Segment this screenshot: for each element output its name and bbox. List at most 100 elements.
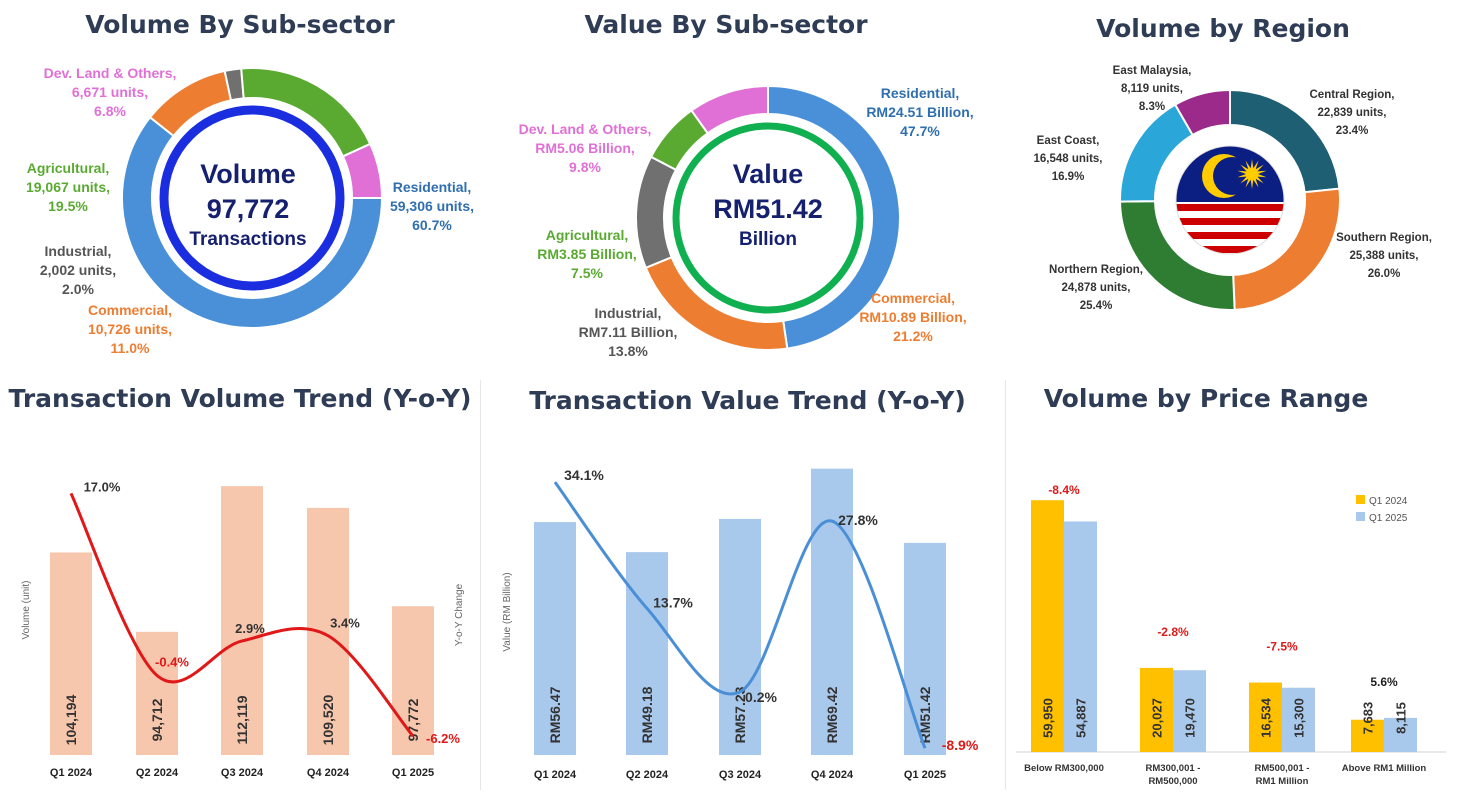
value-subsector-donut-chart: Value RM51.42 Billion Residential, RM24.51 B… (519, 84, 974, 359)
value-yoy-label-0: 34.1% (564, 467, 604, 483)
volume-yoy-label-0: 17.0% (84, 479, 121, 494)
price-bar-s0-0 (1031, 500, 1064, 752)
price-bar-value-s1-1: 19,470 (1183, 698, 1198, 738)
price-change-label-0: -8.4% (1048, 483, 1080, 497)
price-category-0-0: Below RM300,000 (1024, 763, 1104, 774)
volume-subsector-label-3-0: Agricultural, (27, 160, 109, 176)
volume-region-label-2-1: 24,878 units, (1061, 282, 1130, 294)
value-subsector-title: Value By Sub-sector (584, 10, 868, 39)
divider-right (1005, 380, 1006, 790)
value-center-unit: Billion (739, 229, 797, 250)
volume-region-label-1-0: Southern Region, (1336, 232, 1432, 244)
price-bar-value-s1-2: 15,300 (1292, 698, 1307, 738)
legend-swatch-1 (1356, 512, 1365, 521)
value-yoy-label-1: 13.7% (653, 594, 693, 610)
value-bar-value-0: RM56.47 (547, 686, 563, 743)
value-subsector-label-2-1: RM7.11 Billion, (579, 324, 678, 340)
volume-region-label-4-2: 8.3% (1139, 101, 1165, 113)
value-trend-ylabel: Value (RM Billion) (502, 572, 513, 651)
volume-subsector-label-0-2: 60.7% (412, 217, 452, 233)
volume-yoy-label-2: 2.9% (235, 621, 265, 636)
volume-subsector-label-3-2: 19.5% (48, 198, 88, 214)
value-center-value: RM51.42 (713, 194, 823, 224)
volume-region-label-3-2: 16.9% (1052, 171, 1085, 183)
volume-yoy-label-4: -6.2% (426, 731, 460, 746)
volume-bar-value-2: 112,119 (234, 695, 250, 744)
price-change-label-3: 5.6% (1370, 675, 1398, 689)
volume-trend-panel: Transaction Volume Trend (Y-o-Y) Volume … (0, 380, 480, 794)
value-subsector-label-2-0: Industrial, (595, 305, 662, 321)
price-bar-s1-0 (1064, 521, 1097, 752)
price-bar-value-s1-0: 54,887 (1074, 698, 1089, 738)
value-subsector-label-3-2: 7.5% (571, 265, 603, 281)
crescent-mask (1213, 157, 1251, 195)
value-subsector-slice-2 (635, 155, 678, 270)
price-range-panel: Volume by Price Range Y-o-Y Change59,950… (1006, 380, 1466, 794)
value-subsector-label-4-2: 9.8% (569, 159, 601, 175)
volume-bar-value-1: 94,712 (149, 698, 165, 741)
value-bar-value-2: RM57.23 (732, 686, 748, 743)
volume-center-label: Volume (200, 159, 296, 189)
volume-center-ring (159, 105, 345, 291)
volume-trend-chart: Volume (unit) Y-o-Y Change 104,194 Q1 2024 9… (21, 479, 465, 779)
value-yoy-line (553, 481, 927, 749)
volume-region-panel: Volume by Region Central Region, 22,839 u… (1000, 0, 1466, 380)
price-bar-value-s0-0: 59,950 (1041, 698, 1056, 738)
price-bar-s0-1 (1140, 667, 1173, 752)
price-range-title: Volume by Price Range (1043, 384, 1369, 413)
price-bar-value-s0-1: 20,027 (1150, 698, 1165, 738)
volume-subsector-slice-0 (121, 115, 384, 329)
volume-bar-0 (50, 552, 92, 755)
price-bar-value-s1-3: 8,115 (1394, 702, 1409, 734)
price-bar-s0-3 (1351, 719, 1384, 752)
value-trend-chart: Value (RM Billion)Y-o-Y ChangeRM56.47Q1 … (502, 467, 979, 781)
value-yoy-label-4: -8.9% (942, 737, 979, 753)
volume-trend-title: Transaction Volume Trend (Y-o-Y) (8, 384, 472, 413)
value-subsector-label-4-0: Dev. Land & Others, (519, 121, 652, 137)
value-category-2: Q3 2024 (719, 769, 762, 781)
volume-trend-ylabel: Volume (unit) (21, 581, 32, 640)
volume-region-label-3-0: East Coast, (1037, 135, 1100, 147)
star-icon (1237, 159, 1267, 189)
volume-yoy-line (69, 492, 415, 738)
volume-category-3: Q4 2024 (307, 767, 350, 779)
volume-subsector-label-1-1: 10,726 units, (88, 321, 172, 337)
legend-label-1: Q1 2025 (1369, 513, 1408, 524)
value-subsector-label-1-1: RM10.89 Billion, (859, 309, 966, 325)
value-category-3: Q4 2024 (811, 769, 854, 781)
volume-region-label-1-1: 25,388 units, (1349, 250, 1418, 262)
price-category-2-1: RM1 Million (1256, 776, 1309, 787)
flag-stripe (1176, 218, 1284, 225)
value-subsector-label-1-2: 21.2% (893, 328, 933, 344)
price-category-3-0: Above RM1 Million (1342, 763, 1427, 774)
volume-region-label-0-0: Central Region, (1310, 89, 1395, 101)
value-bar-value-4: RM51.42 (917, 686, 933, 743)
flag-stripe (1176, 246, 1284, 253)
volume-subsector-label-4-2: 6.8% (94, 103, 126, 119)
legend-label-0: Q1 2024 (1369, 496, 1408, 507)
volume-category-0: Q1 2024 (50, 767, 93, 779)
volume-region-label-4-0: East Malaysia, (1113, 65, 1192, 77)
volume-subsector-label-0-0: Residential, (393, 179, 472, 195)
value-bar-0 (534, 522, 576, 755)
volume-yoy-label-3: 3.4% (330, 616, 360, 631)
value-subsector-slice-4 (690, 84, 769, 135)
volume-subsector-label-1-2: 11.0% (111, 340, 150, 356)
volume-region-label-0-1: 22,839 units, (1317, 107, 1386, 119)
volume-bar-1 (136, 631, 178, 755)
volume-region-label-4-1: 8,119 units, (1121, 83, 1183, 95)
volume-subsector-label-2-0: Industrial, (45, 243, 112, 259)
volume-trend-y2label: Y-o-Y Change (454, 583, 465, 646)
value-subsector-label-1-0: Commercial, (871, 290, 955, 306)
volume-yoy-label-1: -0.4% (155, 654, 189, 669)
flag-stripe (1176, 204, 1284, 211)
volume-region-slice-4 (1173, 88, 1231, 137)
price-bar-s0-2 (1249, 682, 1282, 752)
value-subsector-slice-0 (767, 84, 901, 350)
value-category-0: Q1 2024 (534, 769, 577, 781)
price-bar-s1-2 (1282, 687, 1315, 752)
value-subsector-label-4-1: RM5.06 Billion, (535, 140, 635, 156)
value-bar-value-3: RM69.42 (824, 686, 840, 743)
value-subsector-label-2-2: 13.8% (608, 343, 648, 359)
volume-region-label-3-1: 16,548 units, (1033, 153, 1102, 165)
